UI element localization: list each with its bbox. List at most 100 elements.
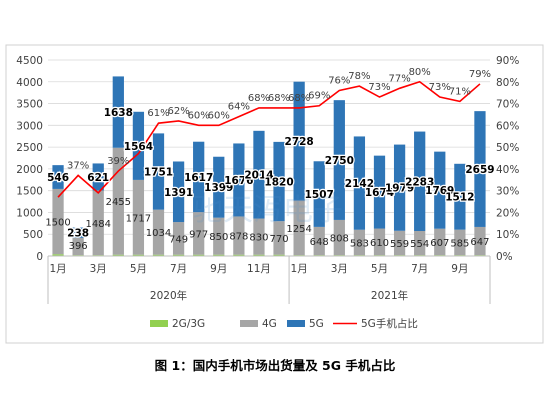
line-layer bbox=[57, 80, 481, 198]
bar-4G bbox=[213, 217, 225, 255]
bar-5G bbox=[454, 163, 466, 230]
x-tick-label: 1月 bbox=[49, 263, 66, 275]
legend: 2G/3G 4G 5G 5G手机占比 bbox=[150, 317, 418, 330]
bar-5G bbox=[253, 130, 265, 219]
label-share: 64% bbox=[228, 102, 250, 113]
label-4g: 830 bbox=[249, 233, 268, 244]
label-5g: 2659 bbox=[465, 164, 494, 176]
x-group-label: 2020年 bbox=[150, 289, 187, 302]
y-tick-label: 1000 bbox=[16, 207, 43, 219]
bar-5G bbox=[152, 133, 165, 210]
label-share: 68% bbox=[288, 93, 310, 104]
bar-2G-3G bbox=[152, 254, 165, 256]
label-share: 69% bbox=[308, 91, 330, 102]
label-5g: 1638 bbox=[104, 107, 133, 119]
legend-label: 2G/3G bbox=[172, 318, 205, 330]
bar-4G bbox=[152, 209, 165, 255]
bars bbox=[52, 76, 486, 256]
bar-5G bbox=[132, 111, 145, 180]
label-5g: 546 bbox=[47, 172, 69, 184]
bar-5G bbox=[293, 81, 305, 201]
label-4g: 607 bbox=[430, 238, 449, 249]
label-4g: 559 bbox=[390, 239, 409, 250]
bar-5G bbox=[333, 100, 345, 220]
y-tick-label: 2000 bbox=[16, 164, 43, 176]
label-share: 37% bbox=[67, 160, 89, 171]
figure-caption: 图 1：国内手机市场出货量及 5G 手机占比 bbox=[154, 358, 396, 373]
bar-4G bbox=[273, 221, 285, 255]
label-5g: 1391 bbox=[164, 187, 193, 199]
y2-tick-label: 50% bbox=[496, 142, 519, 154]
y2-tick-label: 10% bbox=[496, 229, 519, 241]
label-5g: 1399 bbox=[204, 182, 233, 194]
y2-tick-label: 30% bbox=[496, 186, 519, 198]
bar-4G bbox=[474, 226, 486, 256]
label-5g: 1979 bbox=[385, 183, 414, 195]
y-tick-label: 500 bbox=[23, 229, 43, 241]
x-tick-label: 9月 bbox=[451, 263, 468, 275]
bar-5G bbox=[393, 144, 406, 231]
label-5g: 621 bbox=[87, 172, 109, 184]
label-5g: 1617 bbox=[184, 172, 213, 184]
bar-4G bbox=[72, 237, 84, 256]
bar-4G bbox=[92, 190, 104, 256]
label-4g: 610 bbox=[370, 238, 389, 249]
y2-tick-label: 60% bbox=[496, 120, 519, 132]
label-4g: 1254 bbox=[286, 224, 311, 235]
label-4g: 583 bbox=[350, 238, 369, 249]
label-share: 78% bbox=[348, 71, 370, 82]
bar-5G bbox=[353, 136, 366, 230]
bar-2G-3G bbox=[172, 254, 185, 256]
x-tick-label: 1月 bbox=[291, 263, 308, 275]
label-share: 73% bbox=[429, 82, 451, 93]
bar-5G bbox=[112, 76, 124, 148]
label-4g: 585 bbox=[450, 238, 469, 249]
x-group-label: 2021年 bbox=[371, 289, 408, 302]
bar-4G bbox=[313, 226, 325, 256]
label-4g: 977 bbox=[189, 229, 208, 240]
legend-swatch bbox=[240, 320, 258, 327]
bar-5G bbox=[414, 131, 426, 231]
label-share: 76% bbox=[328, 75, 350, 86]
label-4g: 1034 bbox=[146, 228, 171, 239]
bar-5G bbox=[474, 111, 486, 227]
label-4g: 2455 bbox=[106, 197, 131, 208]
label-5g: 2014 bbox=[244, 170, 273, 182]
y2-tick-label: 90% bbox=[496, 55, 519, 67]
y-tick-label: 3000 bbox=[16, 120, 43, 132]
x-tick-label: 5月 bbox=[371, 263, 388, 275]
bar-4G bbox=[112, 147, 124, 255]
label-4g: 878 bbox=[229, 232, 248, 243]
axes: 0500100015002000250030003500400045000%10… bbox=[16, 55, 519, 304]
x-tick-label: 3月 bbox=[90, 263, 107, 275]
bar-4G bbox=[414, 230, 426, 256]
x-tick-label: 7月 bbox=[170, 263, 187, 275]
y-tick-label: 2500 bbox=[16, 142, 43, 154]
bar-4G bbox=[253, 218, 265, 255]
y-tick-label: 4000 bbox=[16, 77, 43, 89]
bar-2G-3G bbox=[112, 254, 124, 256]
label-5g: 238 bbox=[67, 228, 89, 240]
label-5g: 2142 bbox=[345, 178, 374, 190]
bar-2G-3G bbox=[233, 254, 245, 256]
label-5g: 1507 bbox=[305, 189, 334, 201]
y2-tick-label: 40% bbox=[496, 164, 519, 176]
label-4g: 647 bbox=[470, 237, 489, 248]
label-4g: 749 bbox=[169, 234, 188, 245]
bar-4G bbox=[52, 188, 64, 255]
share-line bbox=[57, 80, 481, 198]
bar-5G bbox=[273, 141, 285, 222]
y-tick-label: 3500 bbox=[16, 99, 43, 111]
y-tick-label: 1500 bbox=[16, 186, 43, 198]
label-5g: 1820 bbox=[264, 177, 293, 189]
bar-4G bbox=[353, 229, 366, 256]
label-share: 71% bbox=[449, 86, 471, 97]
bar-5G bbox=[72, 227, 84, 238]
x-tick-label: 11月 bbox=[247, 263, 271, 275]
y2-tick-label: 20% bbox=[496, 207, 519, 219]
label-4g: 396 bbox=[69, 241, 88, 252]
bar-2G-3G bbox=[213, 254, 225, 256]
